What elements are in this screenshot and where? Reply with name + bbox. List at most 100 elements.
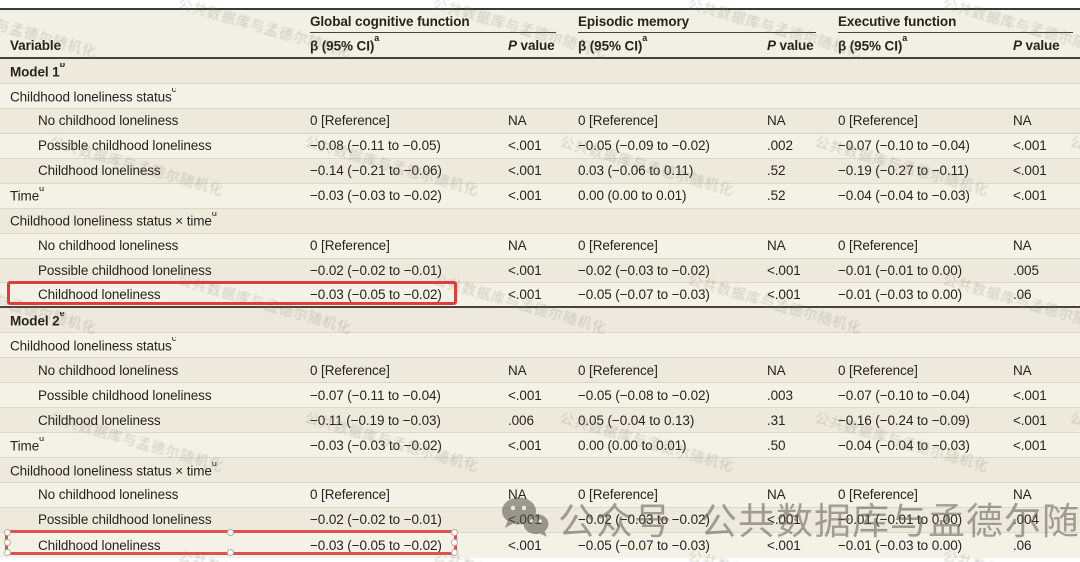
- p-value-cell: .06: [1013, 537, 1032, 553]
- beta-ci-cell: 0 [Reference]: [838, 238, 918, 254]
- beta-ci-cell: −0.02 (−0.03 to −0.02): [578, 512, 710, 528]
- beta-ci-cell: −0.03 (−0.05 to −0.02): [310, 287, 442, 303]
- row-label: Childhood loneliness: [38, 412, 161, 428]
- beta-ci-cell: −0.05 (−0.07 to −0.03): [578, 287, 710, 303]
- beta-ci-cell: −0.03 (−0.03 to −0.02): [310, 437, 442, 453]
- column-group-executive-function: Executive function: [838, 14, 1073, 33]
- variable-column-header: Variable: [10, 38, 61, 53]
- table-row: Childhood loneliness status × timed: [0, 208, 1080, 234]
- group-label: Executive function: [838, 14, 957, 29]
- p-value-cell: <.001: [767, 262, 801, 278]
- p-value-cell: .52: [767, 163, 786, 179]
- p-value-cell: <.001: [767, 287, 801, 303]
- column-group-global-cognitive-function: Global cognitive function: [310, 14, 556, 33]
- beta-ci-cell: 0 [Reference]: [578, 238, 658, 254]
- annotation-red-box[interactable]: [7, 281, 457, 305]
- row-label: Childhood loneliness: [38, 287, 161, 303]
- row-label: Childhood loneliness statusc: [10, 87, 177, 105]
- table-row: Childhood loneliness −0.14 (−0.21 to −0.0…: [0, 158, 1080, 184]
- annotation-red-box-selected[interactable]: [4, 529, 458, 556]
- p-value-cell: <.001: [1013, 437, 1047, 453]
- p-value-cell: .005: [1013, 262, 1039, 278]
- table-header-spanner-row: Global cognitive function Episodic memor…: [0, 10, 1080, 34]
- beta-ci-cell: −0.04 (−0.04 to −0.03): [838, 437, 970, 453]
- p-value-cell: <.001: [508, 262, 542, 278]
- row-label: Possible childhood loneliness: [38, 512, 212, 528]
- table-row: Childhood loneliness status × timed: [0, 458, 1080, 483]
- beta-ci-cell: 0 [Reference]: [578, 487, 658, 503]
- resize-handle-middle-right[interactable]: [451, 538, 458, 546]
- p-value-cell: NA: [1013, 362, 1032, 378]
- p-value-cell: .006: [508, 412, 534, 428]
- row-label: Possible childhood loneliness: [38, 138, 212, 154]
- beta-column-header: β (95% CI)a: [838, 32, 908, 54]
- beta-ci-cell: 0 [Reference]: [838, 362, 918, 378]
- p-value-cell: NA: [508, 362, 527, 378]
- beta-ci-cell: 0 [Reference]: [310, 113, 390, 129]
- table-row: Childhood loneliness −0.03 (−0.05 to −0.0…: [0, 283, 1080, 309]
- beta-ci-cell: −0.05 (−0.08 to −0.02): [578, 387, 710, 403]
- beta-column-header: β (95% CI)a: [578, 32, 648, 54]
- p-value-cell: NA: [1013, 487, 1032, 503]
- row-label: Childhood loneliness: [38, 537, 161, 553]
- p-value-cell: <.001: [508, 188, 542, 204]
- resize-handle-top-center[interactable]: [227, 529, 234, 536]
- beta-ci-cell: −0.08 (−0.11 to −0.05): [310, 138, 441, 154]
- p-value-cell: <.001: [508, 163, 542, 179]
- table-row: Model 2e: [0, 308, 1080, 334]
- beta-ci-cell: −0.01 (−0.03 to 0.00): [838, 287, 962, 303]
- table-row: No childhood loneliness 0 [Reference] NA 0 …: [0, 108, 1080, 134]
- p-value-cell: NA: [1013, 238, 1032, 254]
- beta-ci-cell: −0.03 (−0.03 to −0.02): [310, 188, 442, 204]
- table-row: No childhood loneliness 0 [Reference] NA 0 …: [0, 233, 1080, 259]
- table-row: No childhood loneliness 0 [Reference] NA 0 …: [0, 358, 1080, 384]
- beta-ci-cell: −0.01 (−0.03 to 0.00): [838, 537, 962, 553]
- resize-handle-bottom-right[interactable]: [451, 549, 458, 556]
- p-value-cell: <.001: [767, 537, 801, 553]
- beta-ci-cell: −0.02 (−0.02 to −0.01): [310, 262, 442, 278]
- row-label: Model 1b: [10, 62, 66, 80]
- resize-handle-bottom-center[interactable]: [227, 549, 234, 556]
- row-label: Possible childhood loneliness: [38, 262, 212, 278]
- resize-handle-bottom-left[interactable]: [4, 549, 11, 556]
- p-value-cell: NA: [508, 113, 527, 129]
- group-label: Episodic memory: [578, 14, 690, 29]
- row-label: Model 2e: [10, 312, 65, 329]
- column-group-episodic-memory: Episodic memory: [578, 14, 816, 33]
- beta-ci-cell: −0.02 (−0.02 to −0.01): [310, 512, 442, 528]
- beta-ci-cell: −0.02 (−0.03 to −0.02): [578, 262, 710, 278]
- resize-handle-top-right[interactable]: [451, 529, 458, 536]
- beta-ci-cell: −0.07 (−0.10 to −0.04): [838, 387, 970, 403]
- beta-ci-cell: −0.07 (−0.11 to −0.04): [310, 387, 441, 403]
- beta-ci-cell: −0.04 (−0.04 to −0.03): [838, 188, 970, 204]
- resize-handle-top-left[interactable]: [4, 529, 11, 536]
- p-value-cell: <.001: [1013, 412, 1047, 428]
- table-row: Possible childhood loneliness −0.08 (−0.1…: [0, 133, 1080, 159]
- p-value-cell: <.001: [1013, 163, 1047, 179]
- p-value-cell: NA: [1013, 113, 1032, 129]
- row-label: Childhood loneliness statusc: [10, 337, 177, 354]
- beta-ci-cell: −0.19 (−0.27 to −0.11): [838, 163, 969, 179]
- row-label: No childhood loneliness: [38, 487, 179, 503]
- row-label: Timed: [10, 187, 45, 204]
- beta-ci-cell: 0.00 (0.00 to 0.01): [578, 188, 687, 204]
- beta-ci-cell: −0.01 (−0.01 to 0.00): [838, 512, 962, 528]
- p-value-cell: <.001: [767, 512, 801, 528]
- p-value-cell: .002: [767, 138, 793, 154]
- table-row: Childhood loneliness statusc: [0, 83, 1080, 109]
- beta-ci-cell: 0 [Reference]: [578, 362, 658, 378]
- row-label: Timed: [10, 436, 45, 454]
- p-value-cell: <.001: [1013, 188, 1047, 204]
- table-row: No childhood loneliness 0 [Reference] NA 0 …: [0, 482, 1080, 508]
- p-value-column-header: P value: [508, 38, 555, 53]
- table-row: Timed −0.03 (−0.03 to −0.02) <.001 0.00 (0.…: [0, 433, 1080, 458]
- resize-handle-middle-left[interactable]: [4, 538, 11, 546]
- beta-column-header: β (95% CI)a: [310, 32, 380, 54]
- table-row: Possible childhood loneliness −0.02 (−0.0…: [0, 258, 1080, 284]
- beta-ci-cell: −0.11 (−0.19 to −0.03): [310, 412, 441, 428]
- beta-ci-cell: 0 [Reference]: [310, 362, 390, 378]
- beta-ci-cell: 0 [Reference]: [310, 487, 390, 503]
- beta-ci-cell: 0.00 (0.00 to 0.01): [578, 437, 687, 453]
- table-row: Model 1b: [0, 59, 1080, 84]
